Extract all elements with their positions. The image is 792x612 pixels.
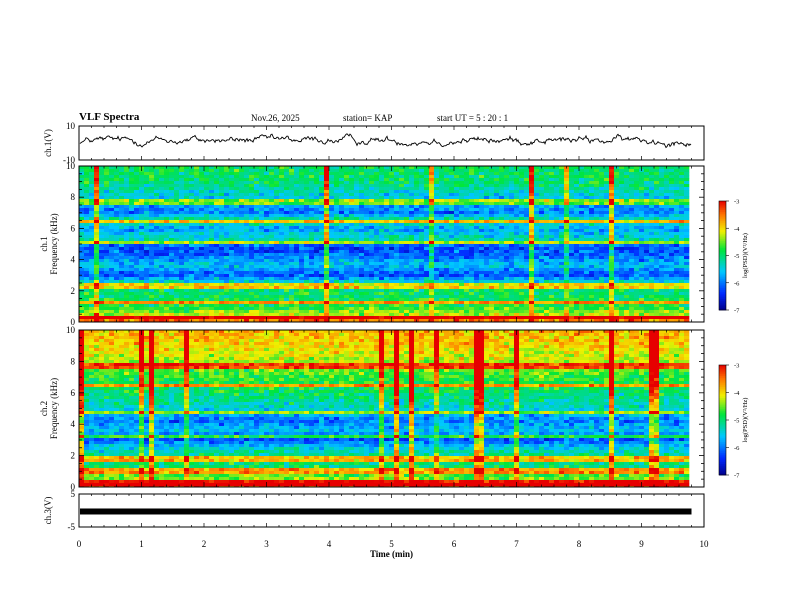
ch1-spectrogram-ylabel-channel: ch.1	[39, 236, 49, 251]
ch2-spectrogram-colorbar: -3 -4 -5 -6 -7 log(PSD)(V²/Hz)	[718, 363, 749, 480]
ch1-spectrogram-ytick-label: 4	[71, 255, 76, 265]
x-tick-label: 8	[577, 539, 582, 549]
ch1-waveform-ytick-label: -10	[63, 155, 75, 165]
ch2-spectrogram-panel: 0 2 4 6 8 10 ch.2 Frequency (kHz) -3 -4 -5 -6 -7 log(…	[39, 325, 749, 492]
x-tick-label: 1	[139, 539, 144, 549]
ch2-spectrogram-colorbar-tick: -6	[734, 445, 740, 452]
ch1-spectrogram-colorbar-tick: -7	[734, 308, 740, 315]
ch1-waveform-panel: -10 10 ch.1(V)	[43, 121, 705, 165]
ch1-spectrogram-ytick-label: 2	[71, 286, 76, 296]
ch3-waveform-ytick-label: 5	[71, 489, 76, 499]
ch1-spectrogram-colorbar-tick: -5	[734, 253, 739, 260]
x-tick-label: 4	[327, 539, 332, 549]
ch2-spectrogram-ytick-label: 2	[71, 451, 76, 461]
ch2-spectrogram-colorbar-label: log(PSD)(V²/Hz)	[742, 398, 749, 443]
ch2-spectrogram-colorbar-tick: -3	[734, 363, 739, 370]
ch2-spectrogram-ylabel-channel: ch.2	[39, 401, 49, 416]
ch2-spectrogram-colorbar-tick: -5	[734, 418, 739, 425]
ch2-spectrogram-cells	[79, 330, 690, 487]
ch1-spectrogram-cells	[79, 166, 690, 322]
x-tick-label: 5	[389, 539, 394, 549]
ch1-spectrogram-colorbar-tick: -4	[734, 226, 740, 233]
x-tick-label: 0	[77, 539, 82, 549]
ch1-spectrogram-colorbar-label: log(PSD)(V²/Hz)	[742, 233, 749, 278]
ch1-spectrogram-colorbar-tick: -3	[734, 199, 739, 206]
ch3-waveform-band	[80, 508, 692, 515]
station-label: station= KAP	[343, 113, 393, 123]
ch1-spectrogram-colorbar-tick: -6	[734, 280, 740, 287]
ch1-spectrogram-colorbar: -3 -4 -5 -6 -7 log(PSD)(V²/Hz)	[718, 199, 749, 315]
ch2-spectrogram-ytick-label: 0	[71, 482, 76, 492]
x-axis-label: Time (min)	[370, 549, 413, 559]
ch2-spectrogram-colorbar-tick: -4	[734, 390, 740, 397]
ch1-waveform-line	[79, 133, 692, 149]
start-ut-label: start UT = 5 : 20 : 1	[437, 113, 509, 123]
ch1-spectrogram-ylabel-frequency: Frequency (kHz)	[49, 213, 59, 274]
ch2-spectrogram-ytick-label: 10	[66, 325, 76, 335]
ch3-waveform-ytick-label: -5	[68, 522, 76, 532]
ch3-waveform-ylabel: ch.3(V)	[43, 497, 53, 525]
x-tick-label: 7	[514, 539, 519, 549]
ch1-spectrogram-ytick-label: 0	[71, 317, 76, 327]
ch2-spectrogram-ytick-label: 4	[71, 419, 76, 429]
ch1-waveform-frame	[78, 125, 705, 161]
ch1-waveform-ytick-label: 10	[66, 121, 76, 131]
ch1-spectrogram-ytick-label: 8	[71, 192, 76, 202]
x-tick-label: 10	[700, 539, 710, 549]
x-tick-label: 3	[264, 539, 269, 549]
ch2-spectrogram-ylabel-frequency: Frequency (kHz)	[49, 378, 59, 439]
x-tick-label: 9	[639, 539, 644, 549]
x-axis: 0 1 2 3 4 5 6 7 8 9 10 Time (min)	[77, 539, 709, 559]
ch3-waveform-panel: -5 5 ch.3(V)	[43, 489, 705, 532]
ch2-spectrogram-ytick-label: 8	[71, 356, 76, 366]
x-tick-label: 6	[452, 539, 457, 549]
ch1-spectrogram-ytick-label: 10	[66, 161, 76, 171]
ch2-spectrogram-ytick-label: 6	[71, 388, 76, 398]
x-tick-label: 2	[202, 539, 207, 549]
ch1-spectrogram-ytick-label: 6	[71, 223, 76, 233]
ch1-waveform-ylabel: ch.1(V)	[43, 129, 53, 157]
date-label: Nov.26, 2025	[251, 113, 300, 123]
ch2-spectrogram-colorbar-tick: -7	[734, 473, 740, 480]
ch1-spectrogram-panel: 0 2 4 6 8 10 ch.1 Frequency (kHz) -3 -4 -5 -6 -7 log(…	[39, 161, 749, 327]
chart-title: VLF Spectra	[79, 111, 140, 123]
